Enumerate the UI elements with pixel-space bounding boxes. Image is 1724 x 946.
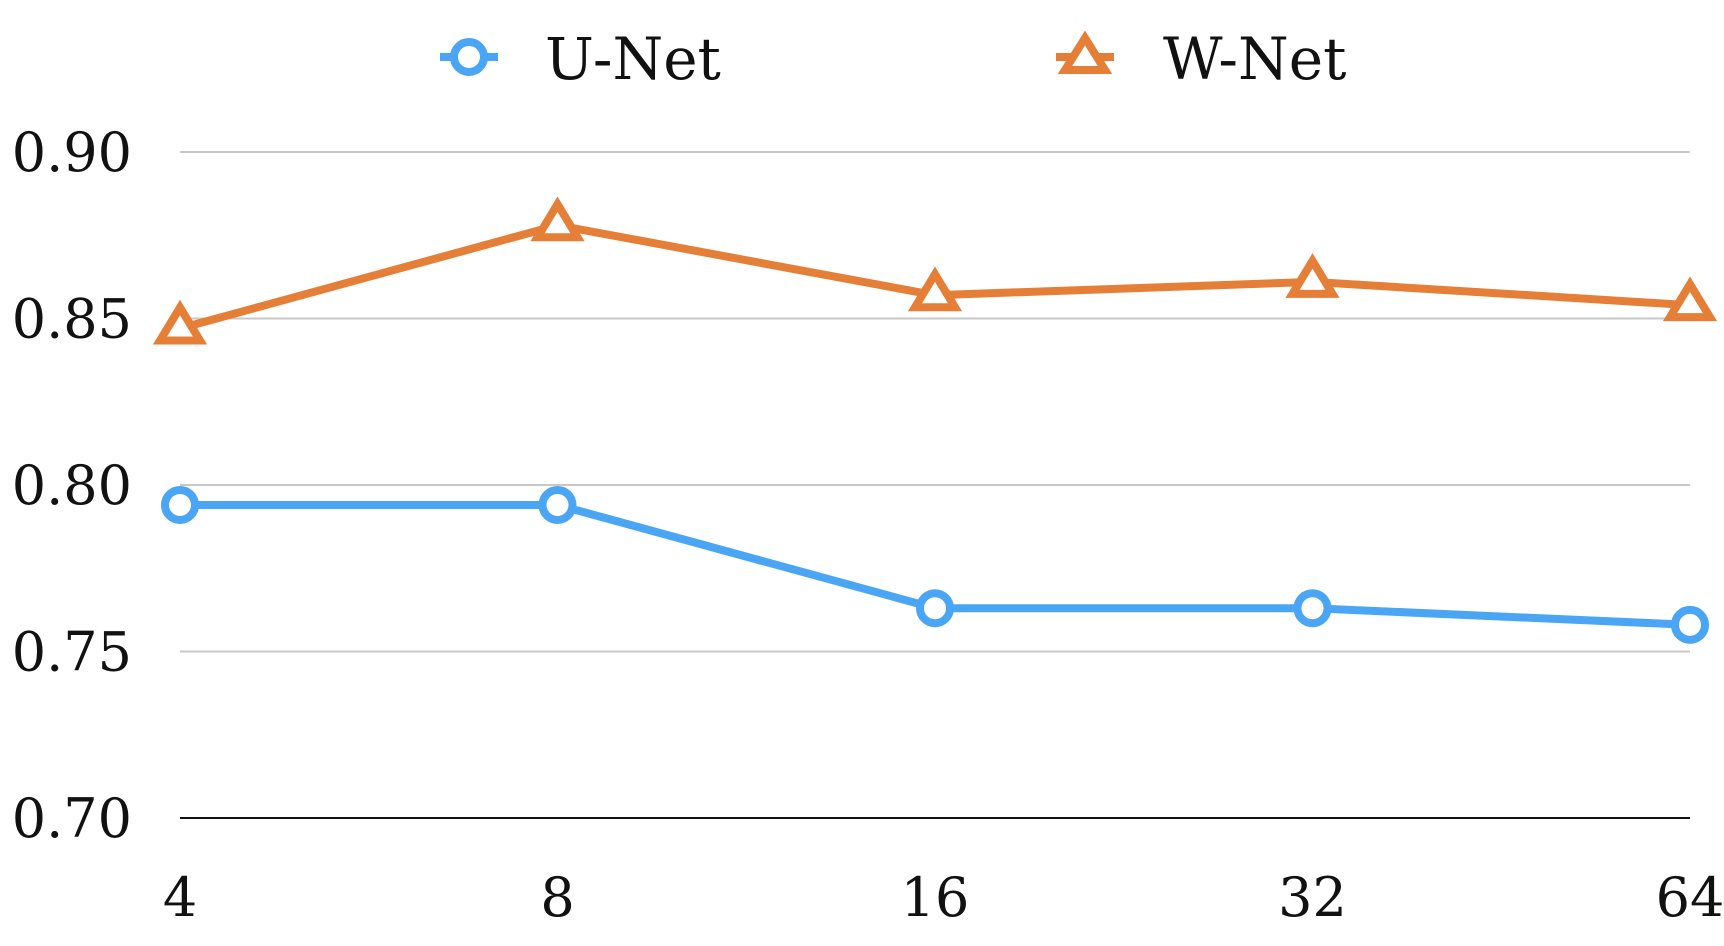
series-u-net xyxy=(161,485,1709,644)
data-point-w-net xyxy=(530,196,585,242)
legend-item-u-net: U-Net xyxy=(440,25,721,93)
y-tick-label: 0.70 xyxy=(12,787,132,850)
series-w-net xyxy=(152,196,1718,345)
y-tick-label: 0.75 xyxy=(12,621,132,684)
data-point-u-net xyxy=(161,485,199,524)
data-point-w-net xyxy=(1662,276,1718,322)
series xyxy=(152,196,1718,644)
legend-label-u-net: U-Net xyxy=(545,25,721,93)
y-tick-label: 0.90 xyxy=(12,121,132,184)
data-point-u-net xyxy=(916,589,954,628)
x-tick-label: 64 xyxy=(1656,866,1724,929)
data-point-w-net xyxy=(1285,253,1340,298)
y-axis-tick-labels: 0.70 0.75 0.80 0.85 0.90 xyxy=(12,121,132,850)
data-point-u-net xyxy=(1671,605,1709,644)
y-tick-label: 0.85 xyxy=(12,288,132,351)
gridlines xyxy=(180,151,1690,653)
legend: U-Net W-Net xyxy=(440,25,1346,93)
x-tick-label: 32 xyxy=(1278,866,1347,929)
x-tick-label: 4 xyxy=(163,866,197,929)
legend-item-w-net: W-Net xyxy=(1056,25,1346,93)
y-tick-label: 0.80 xyxy=(12,454,132,517)
x-tick-label: 8 xyxy=(540,866,574,929)
data-point-w-net xyxy=(152,299,208,345)
data-point-u-net xyxy=(1293,589,1332,628)
legend-label-w-net: W-Net xyxy=(1163,25,1346,93)
x-tick-label: 16 xyxy=(901,866,970,929)
x-axis-tick-labels: 4 8 16 32 64 xyxy=(163,866,1724,929)
data-point-w-net xyxy=(907,266,963,312)
data-point-u-net xyxy=(538,485,577,524)
legend-marker-w-net xyxy=(1057,30,1113,74)
legend-marker-u-net xyxy=(450,38,488,76)
